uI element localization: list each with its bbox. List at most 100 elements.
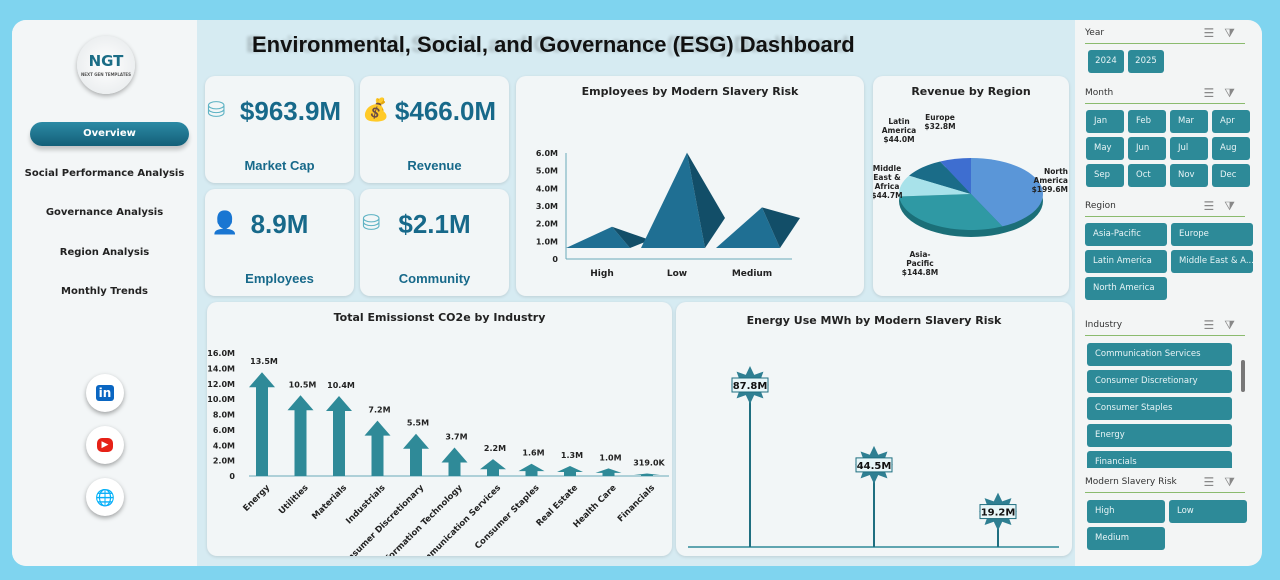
risk-high[interactable]: High — [1087, 500, 1165, 523]
multi-select-icon[interactable]: ☰ — [1203, 318, 1225, 332]
employees-chart: 0 1.0M 2.0M 3.0M 4.0M 5.0M 6.0M High Low Medium — [536, 149, 800, 279]
nav-overview[interactable]: Overview — [30, 122, 189, 146]
kpi-value: $963.9M — [239, 96, 342, 126]
arrow-bar — [364, 420, 391, 476]
data-label: 2.2M — [484, 444, 506, 453]
nav-monthly-trends[interactable]: Monthly Trends — [61, 286, 148, 297]
slicer-title: Industry — [1085, 320, 1123, 330]
region-slicer-header: Region ☰⧩ — [1085, 199, 1245, 217]
nav-social-performance[interactable]: Social Performance Analysis — [24, 168, 185, 179]
region-option[interactable]: Middle East & A... — [1171, 250, 1253, 273]
x-tick-label: Energy — [241, 483, 272, 514]
month-jul[interactable]: Jul — [1170, 137, 1208, 160]
month-feb[interactable]: Feb — [1128, 110, 1166, 133]
industry-scrollbar[interactable] — [1241, 360, 1245, 392]
energy-chart-card: Energy Use MWh by Modern Slavery Risk 87… — [676, 302, 1072, 566]
multi-select-icon[interactable]: ☰ — [1203, 26, 1225, 40]
pie-data-label: Middle East & Africa $44.7M — [873, 164, 903, 200]
data-label: 19.2M — [981, 508, 1016, 519]
month-jun[interactable]: Jun — [1128, 137, 1166, 160]
month-sep[interactable]: Sep — [1086, 164, 1124, 187]
month-slicer-header: Month ☰⧩ — [1085, 86, 1245, 104]
pie-slice — [899, 175, 971, 197]
year-2025[interactable]: 2025 — [1128, 50, 1164, 73]
pie-slice — [909, 161, 971, 194]
clear-filter-icon[interactable]: ⧩ — [1224, 475, 1245, 489]
kpi-community: ⛁ $2.1M Community — [360, 189, 509, 296]
month-aug[interactable]: Aug — [1212, 137, 1250, 160]
nav-governance[interactable]: Governance Analysis — [45, 207, 164, 218]
pie-data-label: Europe $32.8M — [924, 113, 955, 131]
arrow-bar — [480, 459, 506, 476]
kpi-employees: 👤 8.9M Employees — [205, 189, 354, 296]
x-tick-label: Low — [667, 269, 687, 279]
clear-filter-icon[interactable]: ⧩ — [1224, 26, 1245, 40]
slicer-title: Year — [1085, 28, 1105, 38]
y-tick-label: 4.0M — [213, 441, 235, 450]
data-label-box — [731, 377, 769, 393]
industry-option[interactable]: Financials — [1087, 451, 1232, 468]
industry-option[interactable]: Consumer Staples — [1087, 397, 1232, 420]
industry-option[interactable]: Communication Services — [1087, 343, 1232, 366]
month-mar[interactable]: Mar — [1170, 110, 1208, 133]
pyramid-bar — [566, 226, 630, 248]
kpi-value: 8.9M — [250, 209, 309, 239]
month-may[interactable]: May — [1086, 137, 1124, 160]
data-label: 13.5M — [250, 357, 278, 366]
globe-icon[interactable]: 🌐 — [86, 478, 124, 516]
industry-list: Communication Services Consumer Discretio… — [1075, 340, 1262, 468]
region-option[interactable]: North America — [1085, 277, 1167, 300]
youtube-icon[interactable]: ▶ — [86, 426, 124, 464]
y-tick-label: 0 — [552, 255, 558, 264]
chart-title: Revenue by Region — [911, 85, 1031, 98]
nav-region[interactable]: Region Analysis — [59, 247, 150, 258]
month-apr[interactable]: Apr — [1212, 110, 1250, 133]
x-tick-label: Financials — [616, 483, 657, 524]
month-dec[interactable]: Dec — [1212, 164, 1250, 187]
region-option[interactable]: Asia-Pacific — [1085, 223, 1167, 246]
x-tick-label: Materials — [310, 483, 349, 522]
coins-icon: ⛁ — [362, 211, 381, 236]
industry-option[interactable]: Energy — [1087, 424, 1232, 447]
kpi-label: Market Cap — [244, 158, 315, 173]
clear-filter-icon[interactable]: ⧩ — [1224, 86, 1245, 100]
revenue-region-card: Revenue by Region North America $199.6M Asi… — [871, 76, 1069, 296]
clear-filter-icon[interactable]: ⧩ — [1224, 318, 1245, 332]
arrow-bar — [634, 473, 660, 476]
x-tick-label: Utilities — [277, 483, 311, 517]
arrow-bar — [403, 433, 429, 476]
industry-option[interactable]: Consumer Discretionary — [1087, 370, 1232, 393]
industry-slicer-header: Industry ☰⧩ — [1085, 318, 1245, 336]
employee-icon: 👤 — [211, 211, 239, 236]
multi-select-icon[interactable]: ☰ — [1203, 199, 1225, 213]
multi-select-icon[interactable]: ☰ — [1203, 86, 1225, 100]
slicer-title: Month — [1085, 88, 1114, 98]
risk-low[interactable]: Low — [1169, 500, 1247, 523]
data-label: 1.6M — [522, 449, 544, 458]
month-nov[interactable]: Nov — [1170, 164, 1208, 187]
data-label: 10.5M — [289, 380, 317, 389]
arrow-bar — [518, 463, 545, 476]
y-tick-label: 12.0M — [207, 380, 235, 389]
month-oct[interactable]: Oct — [1128, 164, 1166, 187]
data-label: 3.7M — [445, 433, 467, 442]
pie-slice — [940, 158, 971, 194]
pie-slice — [899, 194, 1003, 230]
x-tick-label: Medium — [732, 269, 772, 279]
data-label-box — [855, 457, 893, 473]
month-jan[interactable]: Jan — [1086, 110, 1124, 133]
linkedin-icon[interactable]: in — [86, 374, 124, 412]
linkedin-glyph: in — [95, 385, 115, 401]
multi-select-icon[interactable]: ☰ — [1203, 475, 1225, 489]
y-tick-label: 8.0M — [213, 411, 235, 420]
region-option[interactable]: Europe — [1171, 223, 1253, 246]
arrow-bar — [326, 396, 352, 476]
kpi-label: Community — [398, 271, 471, 286]
clear-filter-icon[interactable]: ⧩ — [1224, 199, 1245, 213]
region-option[interactable]: Latin America — [1085, 250, 1167, 273]
chart-title: Energy Use MWh by Modern Slavery Risk — [746, 314, 1002, 327]
employees-chart-card: Employees by Modern Slavery Risk 0 1.0M 2.… — [516, 76, 864, 296]
year-2024[interactable]: 2024 — [1088, 50, 1124, 73]
risk-medium[interactable]: Medium — [1087, 527, 1165, 550]
pyramid-bar — [716, 207, 780, 248]
